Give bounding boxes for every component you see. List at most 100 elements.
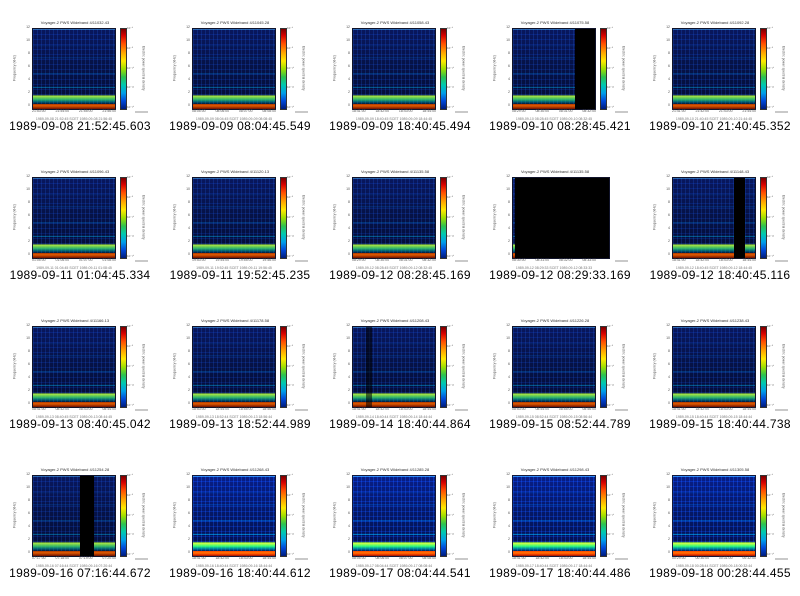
y-tick-label: 10	[346, 187, 350, 192]
spectrogram-image	[512, 326, 596, 408]
y-axis-label: Frequency (kHz)	[652, 502, 657, 528]
y-tick-label: 0	[348, 103, 350, 108]
y-tick-label: 10	[26, 336, 30, 341]
spectrogram-thumbnail[interactable]: Voyager-2 PWS Wideband 4/11096.43 Freque…	[10, 168, 150, 270]
spectrogram-thumbnail[interactable]: Voyager-2 PWS Wideband 4/11135.58 Freque…	[490, 168, 630, 270]
spectrogram-thumbnail[interactable]: Voyager-2 PWS Wideband 4/11298.43 Freque…	[490, 466, 630, 568]
y-tick-label: 0	[188, 401, 190, 406]
spectrogram-panel: Voyager-2 PWS Wideband 4/11238.43 Freque…	[649, 314, 791, 431]
timestamp-caption[interactable]: 1989-09-13 18:52:44.989	[169, 417, 311, 431]
spectrogram-thumbnail[interactable]: Voyager-2 PWS Wideband 4/11120.13 Freque…	[170, 168, 310, 270]
spectrogram-thumbnail[interactable]: Voyager-2 PWS Wideband 4/11092.28 Freque…	[650, 19, 790, 121]
timestamp-caption[interactable]: 1989-09-18 00:28:44.455	[649, 566, 791, 580]
timestamp-caption[interactable]: 1989-09-12 18:40:45.116	[649, 268, 791, 282]
spectrogram-thumbnail[interactable]: Voyager-2 PWS Wideband 4/11226.28 Freque…	[490, 317, 630, 419]
timestamp-caption[interactable]: 1989-09-09 08:04:45.549	[169, 119, 311, 133]
x-axis-ticks: 08:05:00 08:06:00 08:07:00 08:08:00	[352, 556, 436, 561]
spectrogram-thumbnail[interactable]: Voyager-2 PWS Wideband 4/11075.58 Freque…	[490, 19, 630, 121]
y-tick-label: 8	[188, 200, 190, 205]
timestamp-caption[interactable]: 1989-09-12 08:28:45.169	[329, 268, 471, 282]
spectrogram-thumbnail[interactable]: Voyager-2 PWS Wideband 4/11285.28 Freque…	[330, 466, 470, 568]
y-tick-label: 6	[348, 511, 350, 516]
timestamp-caption[interactable]: 1989-09-12 08:29:33.169	[489, 268, 631, 282]
spectrogram-thumbnail[interactable]: Voyager-2 PWS Wideband 4/11148.43 Freque…	[650, 168, 790, 270]
x-tick-label: 18:42:00	[375, 407, 390, 411]
colorbar-label: Electric power spectral density	[621, 45, 626, 91]
plot-title: Voyager-2 PWS Wideband 4/11092.28	[680, 20, 750, 25]
y-tick-label: 6	[28, 213, 30, 218]
x-axis-ticks: 08:29:00 08:30:00 08:31:00 08:32:00	[512, 109, 596, 114]
x-tick-label: 08:55:00	[558, 407, 573, 411]
y-tick-label: 12	[666, 25, 670, 29]
plot-title: Voyager-2 PWS Wideband 4/11045.28	[200, 20, 270, 25]
timestamp-caption[interactable]: 1989-09-11 19:52:45.235	[169, 268, 311, 282]
plot-title: Voyager-2 PWS Wideband 4/11208.43	[360, 318, 430, 323]
spectrogram-thumbnail[interactable]: Voyager-2 PWS Wideband 4/11032.43 Freque…	[10, 19, 150, 121]
spectrogram-image	[672, 326, 756, 408]
x-tick-label: 18:42:00	[375, 109, 390, 113]
colorbar-tick-label: 10⁻⁸	[447, 194, 454, 199]
timestamp-caption[interactable]: 1989-09-16 18:40:44.612	[169, 566, 311, 580]
x-tick-label: 08:05:00	[352, 556, 366, 560]
y-tick-label: 0	[188, 550, 190, 555]
spectrogram-panel: Voyager-2 PWS Wideband 4/11226.28 Freque…	[489, 314, 631, 431]
spectrogram-thumbnail[interactable]: Voyager-2 PWS Wideband 4/11268.43 Freque…	[170, 466, 310, 568]
x-axis-ticks: 18:41:00 18:42:00 18:43:00 18:44:00	[352, 407, 436, 412]
y-axis-label: Frequency (kHz)	[332, 55, 337, 81]
x-tick-label: 21:42:00	[695, 109, 710, 113]
y-tick-label: 12	[346, 323, 350, 327]
y-tick-label: 12	[26, 174, 30, 178]
spectrogram-thumbnail[interactable]: Voyager-2 PWS Wideband 4/11135.58 Freque…	[330, 168, 470, 270]
x-tick-label: 07:17:00	[32, 556, 46, 560]
spectrogram-thumbnail[interactable]: Voyager-2 PWS Wideband 4/11178.58 Freque…	[170, 317, 310, 419]
spectrogram-thumbnail[interactable]: Voyager-2 PWS Wideband 4/11305.58 Freque…	[650, 466, 790, 568]
spectrogram-thumbnail[interactable]: Voyager-2 PWS Wideband 4/11238.43 Freque…	[650, 317, 790, 419]
colorbar-tick-label: 10⁻¹²	[127, 383, 134, 388]
colorbar-tick-label: 10⁻¹²	[287, 85, 294, 90]
spectrogram-image	[672, 475, 756, 557]
timestamp-caption[interactable]: 1989-09-17 18:40:44.486	[489, 566, 631, 580]
colorbar-ticks: 10⁻⁶ 10⁻⁸ 10⁻¹⁰ 10⁻¹² 10⁻¹⁴	[287, 176, 294, 258]
y-tick-label: 6	[28, 511, 30, 516]
timestamp-caption[interactable]: 1989-09-08 21:52:45.603	[9, 119, 151, 133]
spectrogram-thumbnail[interactable]: Voyager-2 PWS Wideband 4/11208.43 Freque…	[330, 317, 470, 419]
y-axis-label: Frequency (kHz)	[332, 353, 337, 379]
y-tick-label: 0	[508, 401, 510, 406]
timestamp-caption[interactable]: 1989-09-09 18:40:45.494	[329, 119, 471, 133]
x-tick-label: 18:44:00	[742, 258, 756, 262]
colorbar-tick-label: 10⁻⁸	[607, 45, 614, 50]
x-tick-label: 01:07:00	[78, 258, 93, 262]
timestamp-caption[interactable]: 1989-09-14 18:40:44.864	[329, 417, 471, 431]
colorbar-tick-label: 10⁻¹⁰	[767, 65, 775, 70]
spectrogram-thumbnail[interactable]: Voyager-2 PWS Wideband 4/11254.28 Freque…	[10, 466, 150, 568]
x-axis-ticks: 18:41:00 18:42:00 18:43:00 18:44:00	[192, 556, 276, 561]
plot-title: Voyager-2 PWS Wideband 4/11075.58	[520, 20, 590, 25]
spectrogram-thumbnail[interactable]: Voyager-2 PWS Wideband 4/11166.13 Freque…	[10, 317, 150, 419]
x-tick-label: 08:53:00	[512, 407, 526, 411]
spectrogram-panel: Voyager-2 PWS Wideband 4/11135.58 Freque…	[489, 165, 631, 282]
x-tick-label: 00:30:00	[695, 556, 710, 560]
colorbar	[280, 475, 287, 557]
plot-credit-mark	[615, 558, 628, 560]
timestamp-caption[interactable]: 1989-09-17 08:04:44.541	[329, 566, 471, 580]
timestamp-caption[interactable]: 1989-09-16 07:16:44.672	[9, 566, 151, 580]
y-tick-label: 2	[668, 537, 670, 542]
colorbar-tick-label: 10⁻¹²	[447, 383, 454, 388]
y-tick-label: 10	[186, 485, 190, 490]
colorbar-tick-label: 10⁻¹⁰	[767, 363, 775, 368]
colorbar-tick-label: 10⁻⁶	[767, 26, 774, 30]
scet-footer: 1989-09-09 18:40:45 SCET 1989-09-09 18:4…	[355, 117, 433, 121]
timestamp-caption[interactable]: 1989-09-10 21:40:45.352	[649, 119, 791, 133]
colorbar-tick-label: 10⁻¹²	[447, 532, 454, 537]
y-tick-label: 8	[28, 349, 30, 354]
timestamp-caption[interactable]: 1989-09-15 08:52:44.789	[489, 417, 631, 431]
scet-footer: 1989-09-08 21:52:45 SCET 1989-09-08 21:5…	[35, 117, 113, 121]
x-tick-label: 08:30:00	[375, 258, 390, 262]
spectrogram-thumbnail[interactable]: Voyager-2 PWS Wideband 4/11045.28 Freque…	[170, 19, 310, 121]
timestamp-caption[interactable]: 1989-09-10 08:28:45.421	[489, 119, 631, 133]
scet-footer: 1989-09-14 18:40:44 SCET 1989-09-14 18:4…	[355, 415, 433, 419]
timestamp-caption[interactable]: 1989-09-11 01:04:45.334	[9, 268, 151, 282]
timestamp-caption[interactable]: 1989-09-15 18:40:44.738	[649, 417, 791, 431]
timestamp-caption[interactable]: 1989-09-13 08:40:45.042	[9, 417, 151, 431]
spectrogram-thumbnail[interactable]: Voyager-2 PWS Wideband 4/11058.43 Freque…	[330, 19, 470, 121]
